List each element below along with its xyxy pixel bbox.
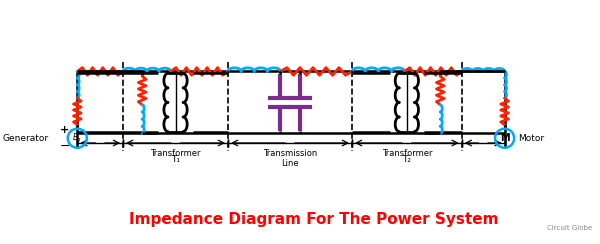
Text: +: + — [60, 125, 70, 135]
Text: Circuit Globe: Circuit Globe — [547, 225, 592, 231]
Text: Generator: Generator — [2, 134, 49, 143]
Text: $E_g$: $E_g$ — [72, 132, 82, 145]
Text: T₂: T₂ — [403, 155, 412, 164]
Text: −: − — [59, 140, 70, 153]
Text: Impedance Diagram For The Power System: Impedance Diagram For The Power System — [129, 212, 499, 227]
Text: M: M — [500, 133, 509, 143]
Text: Transmission
Line: Transmission Line — [263, 149, 317, 168]
Text: Transformer: Transformer — [150, 149, 201, 158]
Text: T₁: T₁ — [171, 155, 180, 164]
Text: Motor: Motor — [518, 134, 544, 143]
Text: Transformer: Transformer — [382, 149, 432, 158]
